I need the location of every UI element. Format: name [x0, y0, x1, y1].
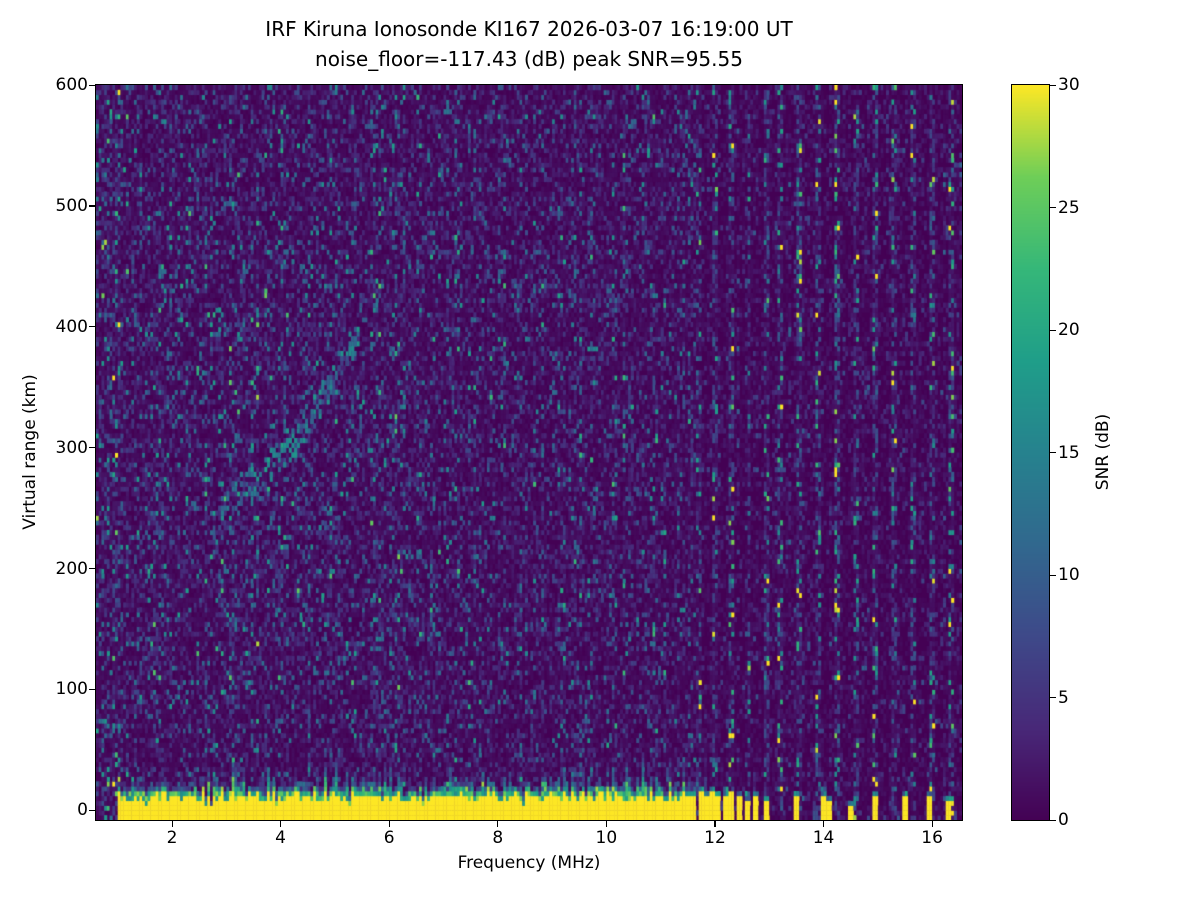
- y-tick-label: 0: [77, 800, 88, 821]
- y-tick-mark: [89, 84, 95, 86]
- y-tick-mark: [89, 447, 95, 449]
- y-axis-label: Virtual range (km): [20, 374, 40, 530]
- x-tick-mark: [931, 821, 933, 827]
- x-tick-mark: [280, 821, 282, 827]
- colorbar-gradient-canvas: [1012, 85, 1049, 820]
- x-axis-label: Frequency (MHz): [457, 853, 601, 873]
- heatmap-canvas: [96, 85, 962, 820]
- colorbar-tick-mark: [1050, 697, 1056, 699]
- y-tick-label: 300: [55, 437, 88, 458]
- y-tick-mark: [89, 688, 95, 691]
- x-tick-mark: [823, 821, 825, 827]
- y-tick-mark: [89, 809, 95, 812]
- colorbar-tick-label: 5: [1058, 687, 1069, 708]
- x-tick-label: 2: [166, 828, 178, 848]
- y-tick-label: 200: [55, 558, 88, 579]
- x-tick-mark: [497, 821, 499, 827]
- colorbar-tick-label: 20: [1058, 320, 1080, 340]
- x-tick-label: 14: [812, 828, 835, 848]
- y-tick-mark: [89, 568, 95, 570]
- x-tick-label: 10: [595, 828, 618, 848]
- x-tick-mark: [605, 821, 608, 827]
- y-tick-label: 500: [55, 195, 88, 216]
- x-tick-label: 4: [275, 828, 286, 848]
- colorbar-tick-mark: [1050, 84, 1056, 86]
- x-tick-mark: [388, 821, 390, 827]
- colorbar-tick-label: 30: [1058, 75, 1080, 95]
- x-tick-label: 16: [921, 828, 943, 848]
- colorbar: [1011, 84, 1050, 821]
- colorbar-tick-label: 25: [1058, 197, 1080, 218]
- colorbar-tick-mark: [1050, 329, 1056, 331]
- colorbar-tick-mark: [1050, 574, 1056, 576]
- x-tick-label: 8: [492, 828, 504, 848]
- chart-title: IRF Kiruna Ionosonde KI167 2026-03-07 16…: [265, 17, 793, 41]
- colorbar-tick-label: 10: [1058, 565, 1080, 585]
- x-tick-mark: [171, 821, 173, 827]
- x-tick-mark: [714, 821, 716, 827]
- colorbar-tick-mark: [1050, 452, 1056, 454]
- y-tick-label: 100: [55, 679, 88, 700]
- colorbar-tick-mark: [1050, 819, 1056, 821]
- y-tick-label: 400: [55, 316, 88, 337]
- y-tick-mark: [89, 205, 95, 207]
- colorbar-tick-mark: [1050, 207, 1056, 209]
- x-tick-label: 12: [704, 828, 726, 848]
- colorbar-tick-label: 15: [1058, 442, 1080, 463]
- y-tick-mark: [89, 326, 95, 328]
- x-tick-label: 6: [383, 828, 395, 848]
- chart-subtitle: noise_floor=-117.43 (dB) peak SNR=95.55: [315, 47, 743, 71]
- y-tick-label: 600: [55, 75, 88, 95]
- plot-area: [95, 84, 963, 821]
- colorbar-tick-label: 0: [1058, 810, 1069, 830]
